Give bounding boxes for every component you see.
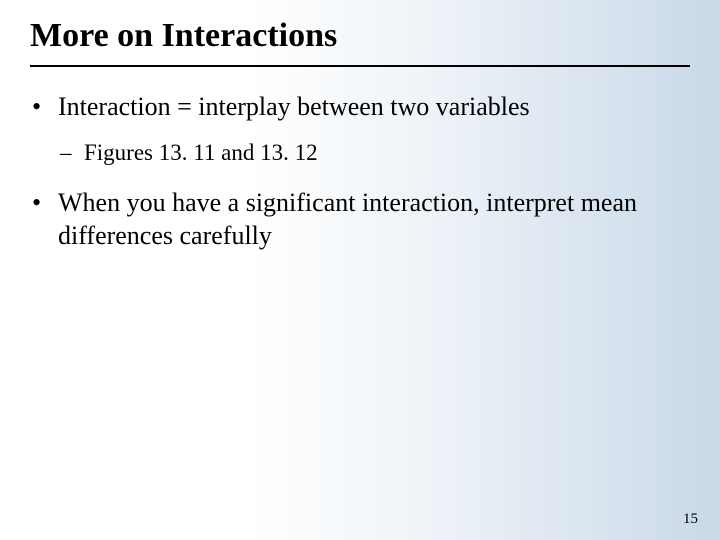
bullet-text: When you have a significant interaction,… xyxy=(58,188,637,251)
slide: More on Interactions Interaction = inter… xyxy=(0,0,720,540)
bullet-text: Interaction = interplay between two vari… xyxy=(58,92,530,121)
sub-bullet-item: Figures 13. 11 and 13. 12 xyxy=(58,138,690,168)
slide-title: More on Interactions xyxy=(30,16,690,67)
bullet-list-level1: Interaction = interplay between two vari… xyxy=(30,90,690,253)
slide-body: Interaction = interplay between two vari… xyxy=(30,90,690,271)
bullet-item: Interaction = interplay between two vari… xyxy=(30,90,690,168)
bullet-list-level2: Figures 13. 11 and 13. 12 xyxy=(58,138,690,168)
bullet-item: When you have a significant interaction,… xyxy=(30,186,690,254)
sub-bullet-text: Figures 13. 11 and 13. 12 xyxy=(84,140,318,165)
page-number: 15 xyxy=(683,511,698,528)
